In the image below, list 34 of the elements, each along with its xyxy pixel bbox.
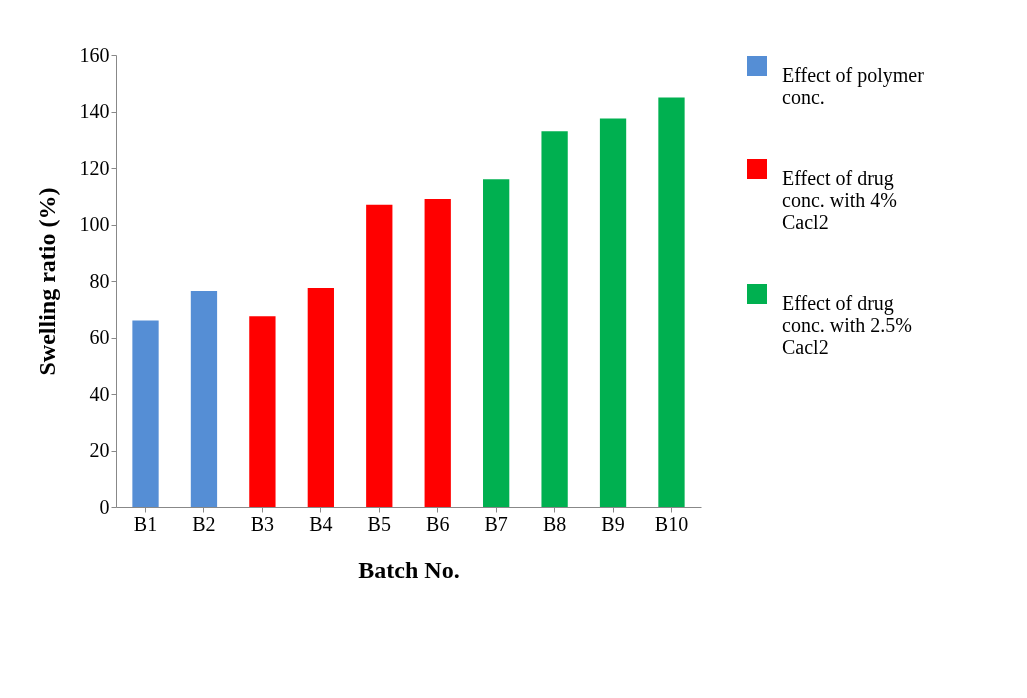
y-tick-label: 140 [79,100,110,122]
y-tick-label: 160 [79,43,110,66]
y-tick-label: 100 [79,213,110,235]
x-tick-label: B10 [654,512,689,535]
x-tick-label: B5 [367,512,391,535]
bar [424,199,451,507]
bar [366,204,393,507]
bar [190,290,218,507]
y-tick-label: 120 [79,156,110,179]
y-tick-label: 60 [89,326,110,348]
bar [658,97,685,507]
x-tick-label: B3 [250,512,275,535]
x-tick-label: B7 [484,512,508,535]
y-tick-label: 20 [89,439,110,461]
y-tick-label: 40 [89,382,110,405]
x-tick-label: B9 [601,512,625,535]
y-tick-label: 80 [89,269,110,292]
legend-label: Effect of drug conc. with 4% Cacl2 [782,167,897,233]
bar [483,179,510,507]
legend-label: Effect of drug conc. with 2.5% Cacl2 [782,292,912,358]
x-tick-label: B2 [192,512,216,535]
x-tick-label: B4 [309,512,333,535]
bar [541,131,568,507]
x-axis-title: Batch No. [358,556,460,583]
y-tick-label: 0 [99,495,110,518]
y-axis-title: Swelling ratio (%) [33,187,60,376]
x-tick-label: B8 [542,512,567,535]
bar [132,320,159,507]
bar [249,316,276,507]
bar [307,288,334,507]
bar [599,118,627,507]
x-tick-label: B1 [133,512,158,535]
legend-label: Effect of polymer conc. [782,64,925,108]
x-tick-label: B6 [426,512,450,535]
